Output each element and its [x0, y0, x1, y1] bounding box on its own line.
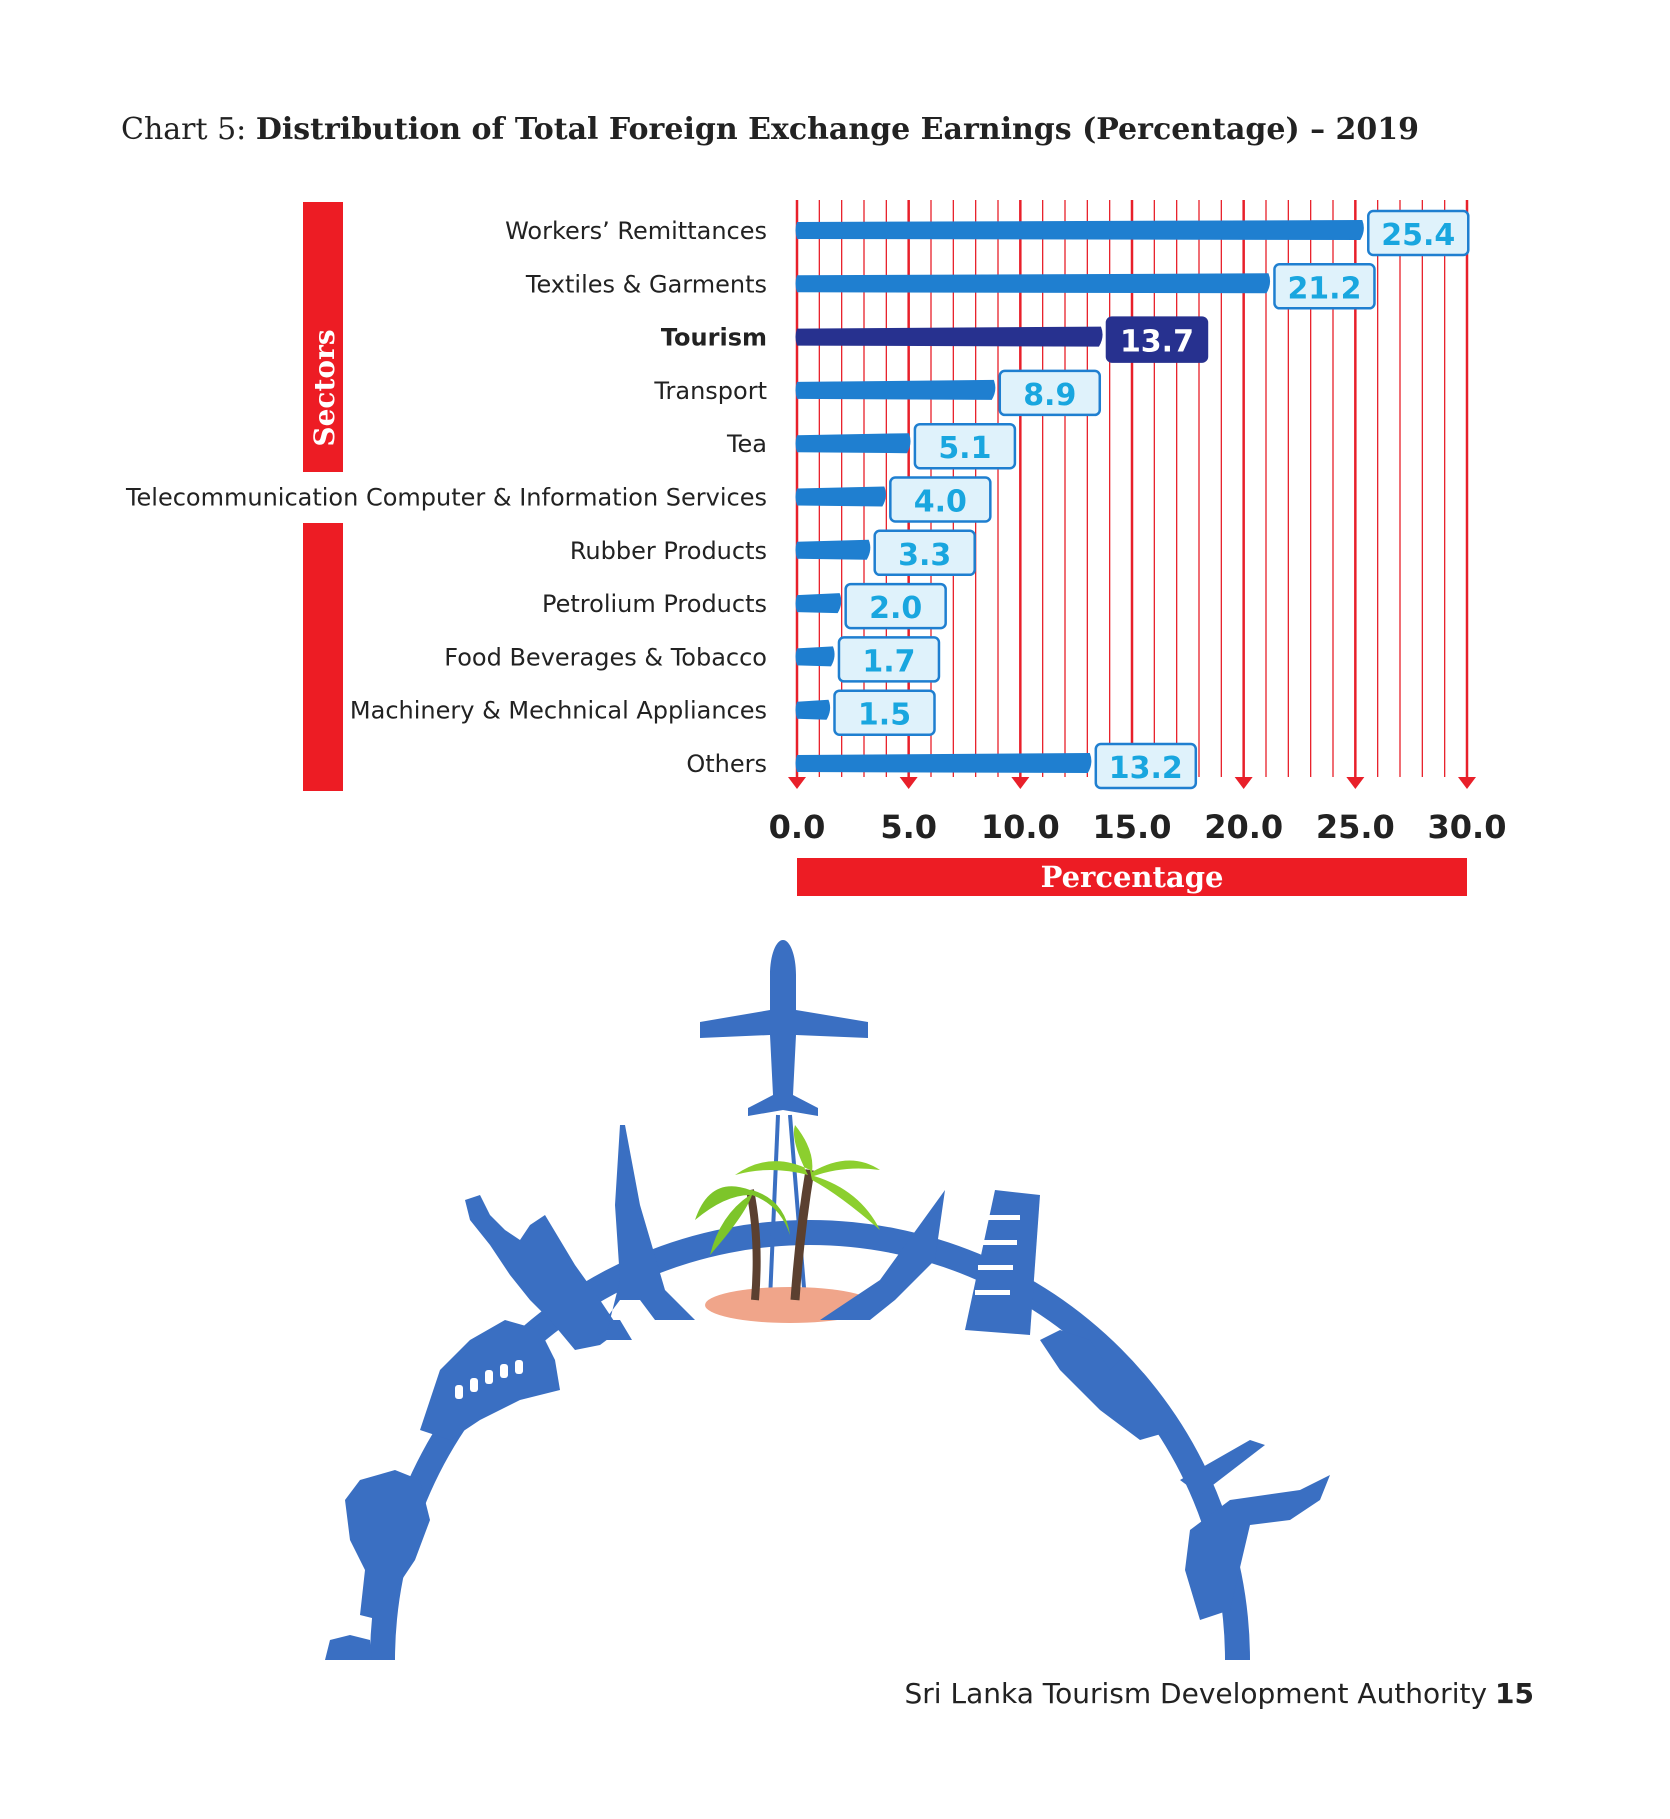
y-axis-band-top	[303, 202, 343, 472]
category-label: Tea	[726, 430, 767, 458]
tick-arrow	[899, 777, 918, 789]
x-tick-label: 25.0	[1316, 808, 1395, 846]
bar	[795, 593, 842, 614]
x-axis-label: Percentage	[1041, 860, 1224, 894]
data-label: 2.0	[869, 591, 922, 626]
left-buildings	[345, 1470, 430, 1620]
bar	[795, 273, 1271, 294]
palm-trees-icon	[695, 1125, 880, 1301]
bar	[795, 486, 886, 507]
category-label: Telecommunication Computer & Information…	[125, 484, 767, 512]
bar	[795, 433, 911, 454]
data-label: 13.7	[1120, 325, 1194, 360]
eiffel-tower	[605, 1125, 695, 1340]
data-label-box	[913, 422, 1017, 470]
data-label-box	[873, 529, 976, 577]
x-tick-label: 20.0	[1204, 808, 1283, 846]
leaning-tower-of-pisa	[965, 1190, 1040, 1335]
data-label-box	[1273, 263, 1376, 310]
tick-arrow	[788, 777, 806, 789]
data-label: 1.7	[862, 644, 915, 679]
data-label: 25.4	[1381, 218, 1455, 253]
bar	[795, 699, 831, 720]
tick-arrow	[1011, 777, 1030, 789]
chart-title: Chart 5: Distribution of Total Foreign E…	[121, 112, 1419, 147]
data-label: 3.3	[898, 538, 951, 573]
bar	[795, 220, 1364, 240]
data-label-box	[1094, 742, 1198, 790]
x-tick-label: 0.0	[769, 808, 826, 846]
category-label: Food Beverages & Tobacco	[444, 643, 767, 671]
chart-title-prefix: Chart 5:	[121, 112, 256, 147]
bar	[795, 326, 1103, 347]
bar-chart: 0.0 5.0 10.0 15.0 20.0 25.0 30.0 Percentage Sect…	[125, 200, 1507, 896]
globe-arc	[370, 1220, 1250, 1660]
data-label-box	[998, 369, 1102, 417]
data-label: 21.2	[1287, 271, 1361, 306]
data-label-box	[833, 689, 936, 736]
bar	[795, 379, 996, 400]
big-ben	[1185, 1475, 1330, 1620]
x-tick-label: 30.0	[1428, 808, 1507, 846]
data-label-box	[1105, 316, 1209, 363]
right-buildings	[1040, 1330, 1175, 1440]
data-label: 5.1	[938, 431, 991, 466]
data-label: 1.5	[858, 698, 911, 733]
page-number: 15	[1495, 1677, 1534, 1710]
category-label: Tourism	[661, 324, 767, 352]
category-label: Machinery & Mechnical Appliances	[350, 697, 767, 725]
left-small-building	[325, 1635, 372, 1660]
tick-arrow	[1234, 777, 1253, 789]
data-label: 13.2	[1109, 751, 1183, 786]
bar	[795, 753, 1092, 773]
y-axis-label: Sectors	[308, 329, 341, 446]
data-label-box	[1367, 209, 1470, 257]
x-tick-label: 15.0	[1093, 808, 1172, 846]
tower-bridge	[1180, 1440, 1265, 1495]
category-label: Workers’ Remittances	[505, 217, 767, 245]
statue-of-liberty	[465, 1195, 620, 1350]
tick-arrow	[1346, 777, 1365, 789]
opera-house	[820, 1190, 945, 1320]
bar	[795, 646, 835, 667]
category-label: Rubber Products	[570, 537, 767, 565]
data-label: 4.0	[914, 485, 967, 520]
chart-title-main: Distribution of Total Foreign Exchange E…	[255, 112, 1420, 147]
data-label: 8.9	[1023, 378, 1076, 413]
x-tick-label: 5.0	[880, 808, 937, 846]
x-tick-label: 10.0	[981, 808, 1060, 846]
y-axis-band-bottom	[303, 523, 343, 791]
data-label-box	[889, 476, 992, 523]
bar	[795, 539, 871, 560]
category-label: Transport	[653, 377, 767, 405]
x-axis-band	[797, 858, 1467, 896]
airplane-icon	[700, 940, 868, 1116]
category-label: Others	[686, 750, 767, 778]
data-label-box	[844, 582, 947, 630]
tick-arrow	[1458, 777, 1476, 789]
category-label: Textiles & Garments	[525, 270, 767, 298]
category-label: Petrolium Products	[542, 590, 767, 618]
footer: Sri Lanka Tourism Development Authority 1…	[905, 1677, 1535, 1710]
data-label-box	[837, 636, 941, 683]
footer-text: Sri Lanka Tourism Development Authority	[904, 1677, 1488, 1710]
